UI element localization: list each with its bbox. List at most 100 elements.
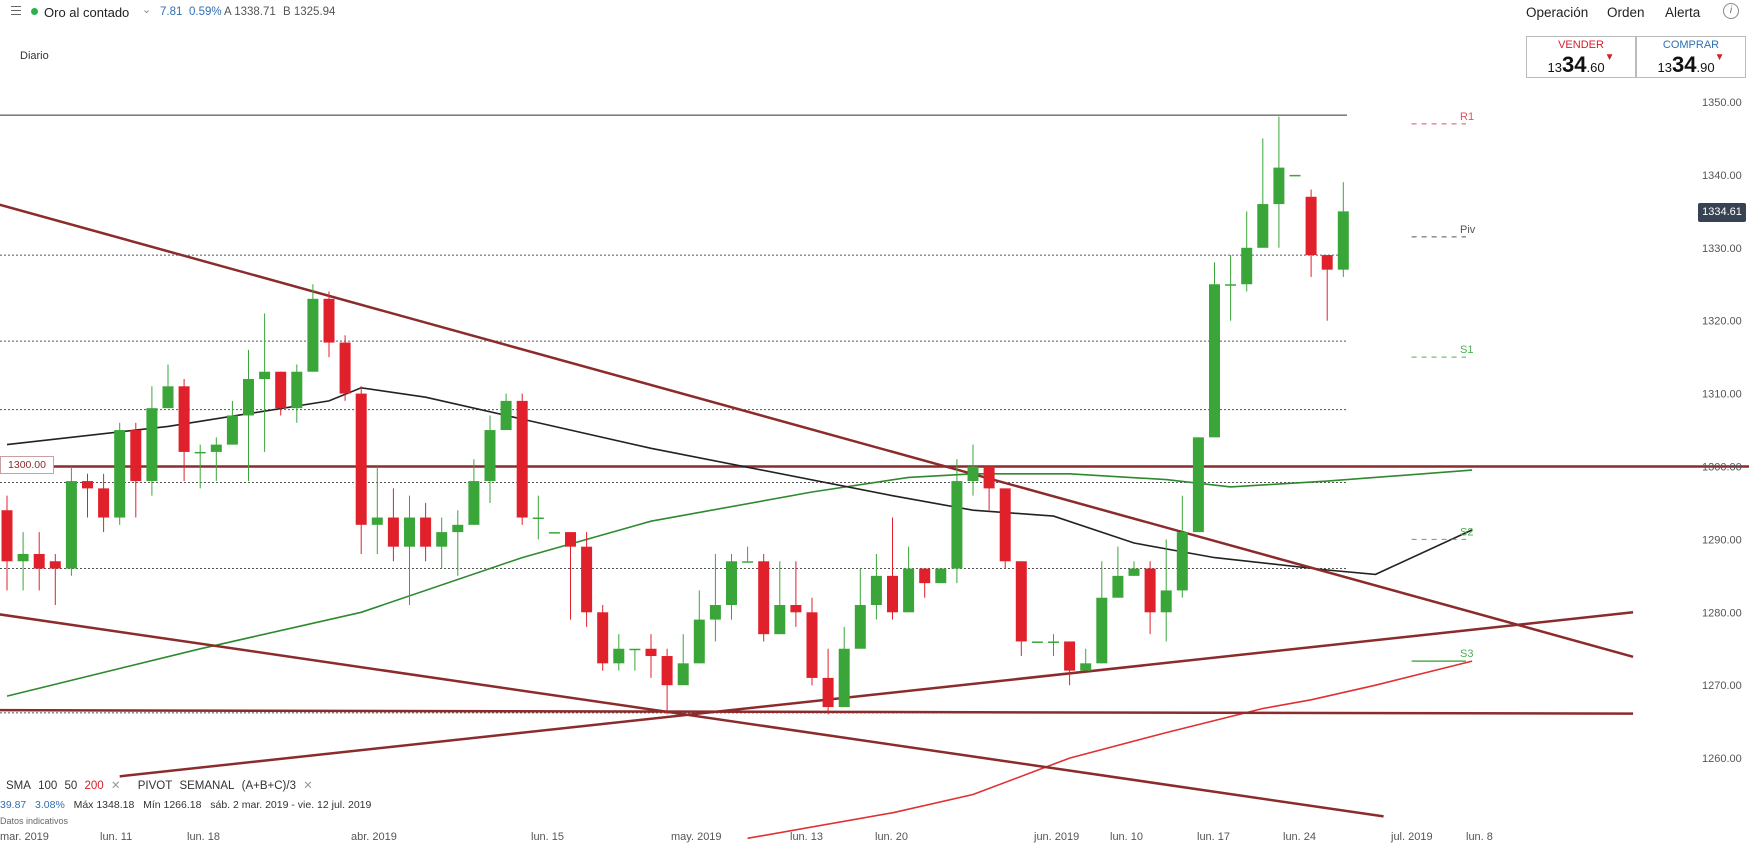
pivot-label[interactable]: PIVOT xyxy=(137,780,173,792)
candle-body xyxy=(581,546,593,613)
sell-button[interactable]: VENDER 1334.60▼ xyxy=(1526,36,1636,78)
candle-body xyxy=(999,488,1011,562)
candle-body xyxy=(98,488,110,518)
down-arrow-icon: ▼ xyxy=(1604,52,1615,63)
candle-body xyxy=(468,481,480,525)
candle xyxy=(1015,561,1027,657)
data-disclaimer: Datos indicativos xyxy=(0,816,69,826)
x-axis: mar. 2019 lun. 11 lun. 18 abr. 2019 lun. 15 m… xyxy=(0,831,1493,843)
candle-body xyxy=(1064,641,1076,671)
candle xyxy=(291,364,303,423)
candle xyxy=(742,546,754,563)
candle xyxy=(1096,561,1108,664)
candle xyxy=(371,466,383,554)
candle xyxy=(565,532,576,620)
pivot-levels: R1 Piv S1 S2 S3 xyxy=(1411,111,1476,662)
close-icon[interactable]: ✕ xyxy=(110,780,121,792)
candle xyxy=(1160,539,1172,642)
sma-label[interactable]: SMA xyxy=(6,780,31,792)
candle-body xyxy=(1257,204,1269,248)
x-tick-label: lun. 10 xyxy=(1110,831,1143,843)
candle-body xyxy=(1225,284,1237,286)
candle-body xyxy=(1160,590,1172,613)
trendline[interactable] xyxy=(0,601,1384,818)
candle xyxy=(677,634,689,686)
trendline[interactable] xyxy=(119,611,1634,778)
instrument-name[interactable]: Oro al contado xyxy=(44,5,130,20)
candle-body xyxy=(1192,437,1204,533)
candle xyxy=(275,371,287,416)
candle-body xyxy=(1337,211,1349,270)
candle-body xyxy=(613,648,625,664)
candle-body xyxy=(887,575,898,613)
candle-body xyxy=(1048,641,1059,643)
candle-body xyxy=(210,444,222,452)
candle-body xyxy=(178,386,190,452)
candle-body xyxy=(1305,196,1317,256)
candle xyxy=(548,532,560,534)
timeframe-label[interactable]: Diario xyxy=(20,50,49,62)
trendline[interactable] xyxy=(0,708,1634,715)
horizontal-line-label[interactable]: 1300.00 xyxy=(0,456,54,474)
candle-body xyxy=(870,575,882,606)
candle xyxy=(597,605,609,671)
candle-body xyxy=(758,561,770,635)
candle xyxy=(1289,174,1301,177)
candle-body xyxy=(822,677,834,708)
menu-operacion[interactable]: Operación xyxy=(1526,5,1589,20)
buy-price-big: 34 xyxy=(1672,52,1697,77)
candle-body xyxy=(387,517,399,547)
candle-body xyxy=(661,656,673,686)
candle-body xyxy=(1289,174,1301,177)
buy-button[interactable]: COMPRAR 1334.90▼ xyxy=(1636,36,1746,78)
x-tick-label: lun. 13 xyxy=(790,831,823,843)
candle-body xyxy=(194,451,206,454)
candle-body xyxy=(404,517,415,547)
x-tick-label: mar. 2019 xyxy=(0,831,49,843)
sell-price-decimals: .60 xyxy=(1586,60,1605,75)
x-tick-label: lun. 20 xyxy=(875,831,908,843)
ask-price: A 1338.71 xyxy=(224,6,276,18)
chevron-down-icon[interactable]: ⌄ xyxy=(142,4,152,16)
hamburger-icon[interactable] xyxy=(11,3,21,18)
candle-body xyxy=(436,532,448,547)
y-tick-label: 1270.00 xyxy=(1702,680,1742,692)
candle-body xyxy=(1321,255,1333,270)
candle xyxy=(162,364,174,409)
trendlines[interactable] xyxy=(0,180,1634,818)
candle xyxy=(1,495,13,591)
candle xyxy=(1064,641,1076,686)
change-value: 7.81 xyxy=(160,6,183,18)
candle xyxy=(1337,182,1349,277)
buy-price-decimals: .90 xyxy=(1696,60,1715,75)
pivot-label-r1: R1 xyxy=(1460,111,1474,123)
candle-body xyxy=(162,386,174,409)
candle xyxy=(178,379,190,482)
candle xyxy=(709,553,721,642)
candle-body xyxy=(1128,568,1140,576)
close-icon[interactable]: ✕ xyxy=(303,780,313,792)
info-icon[interactable]: i xyxy=(1723,3,1739,19)
candle xyxy=(903,546,915,613)
candle xyxy=(967,444,979,496)
candle xyxy=(645,634,657,678)
candle xyxy=(33,532,45,591)
menu-alerta[interactable]: Alerta xyxy=(1665,5,1701,20)
candle xyxy=(1176,495,1188,598)
candle-body xyxy=(951,481,963,569)
x-tick-label: lun. 8 xyxy=(1466,831,1493,843)
range-pct: 3.08% xyxy=(35,799,65,811)
indicator-legend: SMA 100 50 200 ✕ PIVOT SEMANAL (A+B+C)/3… xyxy=(6,778,327,792)
menu-orden[interactable]: Orden xyxy=(1607,5,1645,20)
candle xyxy=(323,291,335,358)
candle xyxy=(1209,262,1220,438)
candle xyxy=(210,437,222,482)
x-tick-label: abr. 2019 xyxy=(351,831,397,843)
pivot-label-s2: S2 xyxy=(1460,526,1473,538)
candle xyxy=(887,517,898,620)
candle xyxy=(452,510,464,576)
trendline[interactable] xyxy=(0,180,1634,658)
down-arrow-icon: ▼ xyxy=(1714,52,1725,63)
